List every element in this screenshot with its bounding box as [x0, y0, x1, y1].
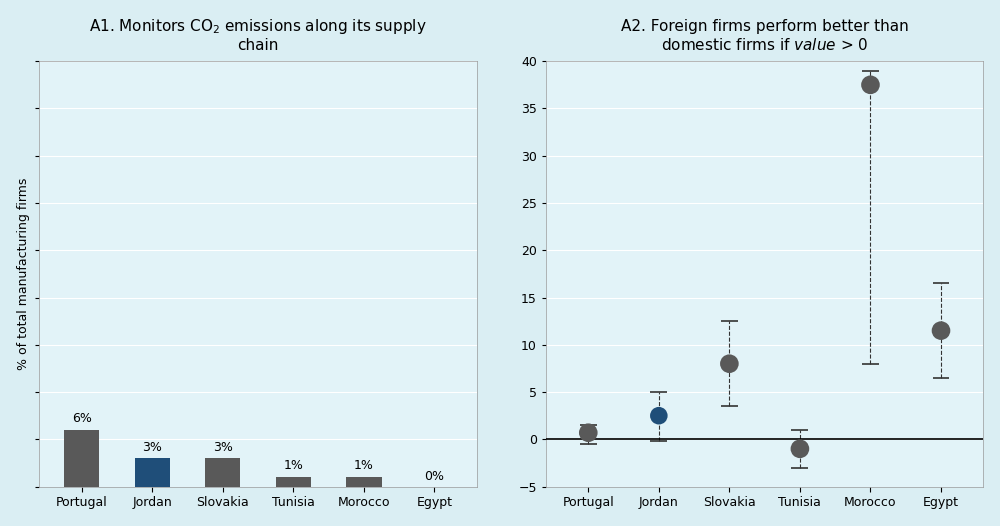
- Text: 1%: 1%: [283, 459, 303, 472]
- Point: [580, 429, 596, 437]
- Text: 3%: 3%: [213, 440, 233, 453]
- Text: 1%: 1%: [354, 459, 374, 472]
- Bar: [205, 458, 240, 487]
- Point: [862, 80, 878, 89]
- Bar: [135, 458, 170, 487]
- Title: A1. Monitors CO$_2$ emissions along its supply
chain: A1. Monitors CO$_2$ emissions along its …: [89, 17, 427, 53]
- Title: A2. Foreign firms perform better than
domestic firms if $\mathit{value}$ > 0: A2. Foreign firms perform better than do…: [621, 19, 909, 53]
- Bar: [64, 430, 99, 487]
- Bar: [346, 477, 382, 487]
- Text: 6%: 6%: [72, 412, 92, 425]
- Point: [792, 444, 808, 453]
- Point: [651, 411, 667, 420]
- Point: [933, 327, 949, 335]
- Text: 0%: 0%: [424, 470, 444, 483]
- Point: [721, 359, 737, 368]
- Text: 3%: 3%: [142, 440, 162, 453]
- Y-axis label: % of total manufacturing firms: % of total manufacturing firms: [17, 178, 30, 370]
- Bar: [276, 477, 311, 487]
